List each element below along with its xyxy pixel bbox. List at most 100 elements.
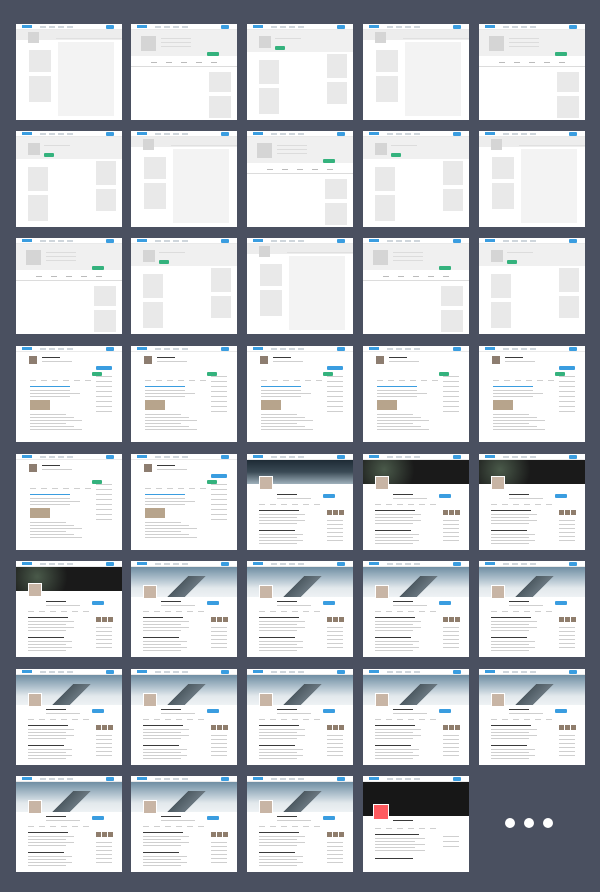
mockup-screenshot[interactable] xyxy=(16,669,122,765)
nav-link xyxy=(512,456,518,458)
sidebar-link xyxy=(96,376,112,377)
logo xyxy=(137,562,147,565)
nav-link xyxy=(164,563,170,565)
profile-tab xyxy=(281,826,287,827)
mockup-screenshot[interactable] xyxy=(247,776,353,872)
mockup-screenshot[interactable] xyxy=(131,776,237,872)
mockup-screenshot[interactable] xyxy=(16,24,122,120)
ask-button xyxy=(106,239,114,243)
profile-tab xyxy=(61,826,67,827)
profile-cover xyxy=(131,567,237,597)
answer-title xyxy=(28,617,68,618)
sidebar-link xyxy=(211,862,227,863)
mockup-screenshot[interactable] xyxy=(16,131,122,227)
mockup-screenshot[interactable] xyxy=(131,131,237,227)
answer-line xyxy=(493,414,529,415)
follow-button xyxy=(439,266,451,270)
answer-line xyxy=(143,621,189,622)
mockup-screenshot[interactable] xyxy=(247,669,353,765)
mockup-screenshot[interactable] xyxy=(131,346,237,442)
follower-avatar xyxy=(211,617,216,622)
mockup-screenshot[interactable] xyxy=(247,346,353,442)
divider xyxy=(16,280,122,281)
profile-tab xyxy=(377,380,383,381)
mockup-screenshot[interactable] xyxy=(247,24,353,120)
profile-avatar xyxy=(491,693,505,707)
sidebar-link xyxy=(443,755,459,756)
sidebar-link xyxy=(96,643,112,644)
profile-tab xyxy=(259,826,265,827)
mockup-screenshot[interactable] xyxy=(363,776,469,872)
sidebar-link xyxy=(96,391,112,392)
mockup-screenshot[interactable] xyxy=(247,561,353,657)
nav-link xyxy=(271,671,277,673)
nav-link xyxy=(40,133,46,135)
profile-tab xyxy=(85,380,91,381)
mockup-screenshot[interactable] xyxy=(479,238,585,334)
mockup-screenshot[interactable] xyxy=(247,454,353,550)
ask-button xyxy=(453,239,461,243)
mockup-screenshot[interactable] xyxy=(479,346,585,442)
nav-link xyxy=(405,778,411,780)
follower-avatar xyxy=(96,725,101,730)
mockup-screenshot[interactable] xyxy=(363,346,469,442)
profile-name xyxy=(509,601,529,602)
nav-link xyxy=(405,671,411,673)
mockup-screenshot[interactable] xyxy=(363,131,469,227)
mockup-screenshot[interactable] xyxy=(16,238,122,334)
follower-avatar xyxy=(565,725,570,730)
profile-bio xyxy=(161,605,195,606)
answer-line xyxy=(375,621,421,622)
answer-line xyxy=(493,393,543,394)
mockup-screenshot[interactable] xyxy=(131,24,237,120)
avatar-placeholder xyxy=(491,139,502,150)
mockup-screenshot[interactable] xyxy=(16,454,122,550)
mockup-screenshot[interactable] xyxy=(479,24,585,120)
nav-link xyxy=(405,348,411,350)
mockup-screenshot[interactable] xyxy=(16,561,122,657)
answer-image xyxy=(30,400,50,410)
ask-button xyxy=(106,777,114,781)
mockup-screenshot[interactable] xyxy=(247,131,353,227)
side-box xyxy=(94,310,116,332)
answer-title xyxy=(28,637,64,638)
nav-link xyxy=(173,456,179,458)
mockup-screenshot[interactable] xyxy=(479,454,585,550)
nav-link xyxy=(49,563,55,565)
follow-button xyxy=(207,52,219,56)
sidebar-link xyxy=(559,376,575,377)
mockup-screenshot[interactable] xyxy=(16,346,122,442)
answer-line xyxy=(259,842,305,843)
mockup-screenshot[interactable] xyxy=(131,669,237,765)
profile-name xyxy=(277,494,297,495)
text-line xyxy=(509,46,539,47)
nav-link xyxy=(67,778,73,780)
mockup-screenshot[interactable] xyxy=(363,238,469,334)
logo xyxy=(253,132,263,135)
mockup-screenshot[interactable] xyxy=(363,669,469,765)
profile-tab xyxy=(270,504,276,505)
mockup-screenshot[interactable] xyxy=(479,561,585,657)
mockup-screenshot[interactable] xyxy=(131,561,237,657)
mockup-screenshot[interactable] xyxy=(363,561,469,657)
mockup-screenshot[interactable] xyxy=(247,238,353,334)
mockup-screenshot[interactable] xyxy=(131,238,237,334)
answer-line xyxy=(145,393,195,394)
answer-line xyxy=(491,752,529,753)
profile-tab xyxy=(524,504,530,505)
nav-link xyxy=(387,563,393,565)
answer-line xyxy=(375,520,421,521)
more-indicator[interactable] xyxy=(505,818,553,828)
follow-button xyxy=(207,480,217,484)
mockup-screenshot[interactable] xyxy=(131,454,237,550)
nav-link xyxy=(271,133,277,135)
profile-tab xyxy=(189,488,195,489)
mockup-screenshot[interactable] xyxy=(479,669,585,765)
mockup-screenshot[interactable] xyxy=(363,24,469,120)
sidebar-link xyxy=(559,528,575,529)
answer-line xyxy=(143,630,181,631)
mockup-screenshot[interactable] xyxy=(16,776,122,872)
answer-line xyxy=(375,650,413,651)
mockup-screenshot[interactable] xyxy=(363,454,469,550)
mockup-screenshot[interactable] xyxy=(479,131,585,227)
